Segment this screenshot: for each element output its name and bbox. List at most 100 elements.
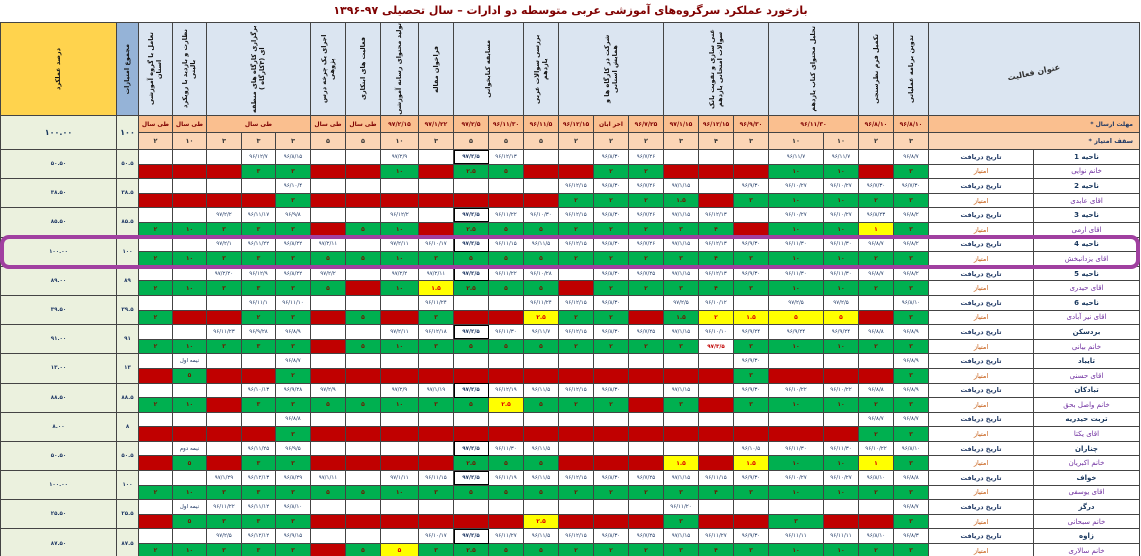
date-cell[interactable]: ۹۶/۸/۹ [275,324,311,340]
score-cell[interactable] [733,426,769,442]
date-cell[interactable] [310,294,346,311]
score-cell[interactable]: ۲ [558,221,594,238]
date-cell[interactable]: ۹۶/۹/۳۰ [733,382,769,399]
date-cell[interactable]: ۹۶/۱۰/۲۲ [768,382,824,399]
percent-cell[interactable]: ۸۹.۰۰ [0,265,117,296]
score-cell[interactable]: ۲ [858,543,894,556]
score-cell[interactable]: ۳ [733,484,769,501]
date-cell[interactable]: ۹۶/۱۰/۱۷ [418,528,454,545]
score-cell[interactable]: ۳ [275,543,311,556]
score-cell[interactable]: ۳ [275,455,311,472]
date-cell[interactable]: ۹۶/۱۰/۲۲ [823,382,859,399]
date-cell[interactable]: ۹۶/۸/۳ [893,528,929,545]
score-cell[interactable]: ۳ [275,397,311,413]
date-cell[interactable]: ۹۶/۱۲/۱۵ [558,528,594,545]
date-cell[interactable] [138,265,173,282]
date-cell[interactable] [823,411,859,428]
date-cell[interactable] [206,178,242,194]
date-cell[interactable] [172,265,207,282]
score-cell[interactable]: ۳ [893,280,929,296]
score-cell[interactable] [698,513,734,530]
score-cell[interactable] [310,426,346,442]
date-cell[interactable]: ۹۷/۱/۲۹ [206,470,242,486]
score-cell[interactable]: ۱۰ [380,280,419,296]
score-cell[interactable] [558,367,594,384]
score-cell[interactable]: ۳ [275,192,311,209]
date-cell[interactable] [453,353,489,369]
date-cell[interactable] [733,499,769,515]
score-cell[interactable]: ۳ [893,484,929,501]
date-cell[interactable]: ۹۶/۱۱/۱۵ [488,236,524,253]
score-cell[interactable]: ۱۰ [172,280,207,296]
score-cell[interactable]: ۵ [345,338,381,355]
date-cell[interactable]: ۹۶/۸/۳۰ [593,236,629,253]
date-cell[interactable]: ۹۶/۱۲/۱۵ [558,294,594,311]
date-cell[interactable]: ۹۶/۱۱/۱ [241,294,276,311]
date-cell[interactable]: ۹۷/۱/۱۵ [663,324,699,340]
max-points-cell[interactable]: ۳ [206,132,242,150]
date-cell[interactable] [172,470,207,486]
score-cell[interactable] [523,367,559,384]
date-cell[interactable]: ۹۶/۸/۳۰ [593,324,629,340]
score-cell[interactable]: ۲ [558,251,594,267]
date-cell[interactable] [206,440,242,457]
score-cell[interactable]: ۳ [768,513,824,530]
percent-cell[interactable]: ۱۰۰.۰۰ [0,236,117,267]
score-cell[interactable]: ۲.۵ [523,309,559,326]
score-cell[interactable] [310,309,346,326]
score-cell[interactable]: ۵ [823,309,859,326]
score-cell[interactable] [380,192,419,209]
date-cell[interactable]: ۹۶/۷/۲۵ [628,528,664,545]
date-cell[interactable] [453,411,489,428]
score-cell[interactable] [310,455,346,472]
percent-cell[interactable]: ۱۰۰.۰۰ [0,470,117,501]
score-cell[interactable]: ۱۰ [768,251,824,267]
date-cell[interactable]: ۹۷/۲/۵ [453,470,489,486]
date-cell[interactable] [345,207,381,223]
score-cell[interactable] [453,367,489,384]
score-cell[interactable]: ۵ [523,221,559,238]
total-cell[interactable]: ۳۸.۵ [116,178,139,209]
percent-cell[interactable]: ۸۷.۵۰ [0,528,117,556]
date-cell[interactable] [380,411,419,428]
date-cell[interactable]: ۹۷/۱/۱۵ [663,178,699,194]
score-cell[interactable] [138,513,173,530]
date-cell[interactable]: ۹۶/۹/۲۴ [768,324,824,340]
date-cell[interactable] [345,265,381,282]
date-cell[interactable] [698,440,734,457]
date-cell[interactable] [628,382,664,399]
score-cell[interactable] [558,513,594,530]
score-cell[interactable] [663,426,699,442]
score-cell[interactable] [768,367,824,384]
score-cell[interactable]: ۳ [275,513,311,530]
date-cell[interactable]: ۹۶/۱۱/۲۲ [488,207,524,223]
score-cell[interactable]: ۳ [418,397,454,413]
score-cell[interactable] [823,513,859,530]
max-points-cell[interactable]: ۳ [663,132,699,150]
percent-cell[interactable]: ۱۳.۰۰ [0,353,117,384]
date-cell[interactable] [138,440,173,457]
score-cell[interactable] [593,367,629,384]
score-cell[interactable]: ۲ [593,397,629,413]
score-cell[interactable]: ۱۰ [172,221,207,238]
date-cell[interactable] [310,178,346,194]
score-cell[interactable]: ۵ [172,513,207,530]
date-cell[interactable] [663,149,699,165]
score-cell[interactable]: ۲ [858,484,894,501]
max-points-cell[interactable]: ۳ [893,132,929,150]
date-cell[interactable] [488,411,524,428]
max-points-cell[interactable]: ۳ [241,132,276,150]
date-cell[interactable] [138,178,173,194]
date-cell[interactable]: ۹۶/۸/۲۲ [275,236,311,253]
date-cell[interactable]: ۹۶/۱۱/۲۳ [206,324,242,340]
score-cell[interactable]: ۳ [241,338,276,355]
score-cell[interactable]: ۲ [138,397,173,413]
date-cell[interactable]: ۹۶/۷/۲۵ [628,324,664,340]
score-cell[interactable]: ۱۰ [768,543,824,556]
score-cell[interactable]: ۳ [275,426,311,442]
score-cell[interactable] [345,367,381,384]
date-cell[interactable]: ۹۷/۱/۱۱ [310,470,346,486]
score-cell[interactable]: ۱.۵ [663,192,699,209]
score-cell[interactable]: ۱.۵ [733,309,769,326]
date-cell[interactable] [206,149,242,165]
